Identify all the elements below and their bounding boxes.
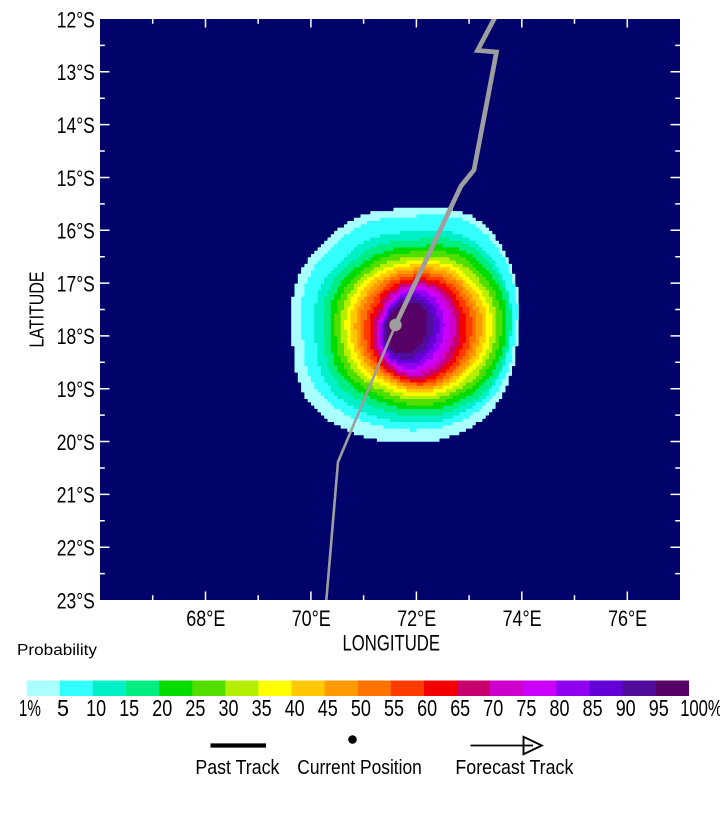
svg-text:85: 85 xyxy=(583,695,603,721)
svg-text:20: 20 xyxy=(152,695,172,721)
svg-text:72°E: 72°E xyxy=(397,606,436,631)
svg-text:80: 80 xyxy=(550,695,570,721)
svg-text:74°E: 74°E xyxy=(503,606,542,631)
svg-text:5: 5 xyxy=(57,695,69,721)
svg-text:Forecast Track: Forecast Track xyxy=(455,757,574,779)
svg-text:15°S: 15°S xyxy=(57,166,95,191)
svg-text:35: 35 xyxy=(252,695,272,721)
svg-text:LONGITUDE: LONGITUDE xyxy=(343,631,441,656)
svg-text:40: 40 xyxy=(285,695,305,721)
svg-text:LATITUDE: LATITUDE xyxy=(27,272,49,348)
svg-text:1%: 1% xyxy=(19,695,41,721)
svg-text:76°E: 76°E xyxy=(608,606,647,631)
svg-text:23°S: 23°S xyxy=(57,588,95,613)
svg-text:45: 45 xyxy=(318,695,338,721)
svg-text:25: 25 xyxy=(185,695,205,721)
svg-text:10: 10 xyxy=(86,695,106,721)
svg-text:30: 30 xyxy=(219,695,239,721)
svg-text:14°S: 14°S xyxy=(57,113,95,138)
svg-text:13°S: 13°S xyxy=(57,60,95,85)
svg-text:95: 95 xyxy=(649,695,669,721)
svg-text:100%: 100% xyxy=(680,695,720,721)
svg-text:12°S: 12°S xyxy=(57,7,95,32)
svg-text:90: 90 xyxy=(616,695,636,721)
svg-text:Probability: Probability xyxy=(17,642,97,659)
svg-text:20°S: 20°S xyxy=(57,430,95,455)
svg-text:15: 15 xyxy=(119,695,139,721)
svg-text:70°E: 70°E xyxy=(292,606,331,631)
svg-text:Past Track: Past Track xyxy=(195,757,280,779)
svg-text:68°E: 68°E xyxy=(186,606,225,631)
svg-text:19°S: 19°S xyxy=(57,377,95,402)
svg-text:50: 50 xyxy=(351,695,371,721)
svg-text:60: 60 xyxy=(417,695,437,721)
svg-text:75: 75 xyxy=(516,695,536,721)
svg-text:55: 55 xyxy=(384,695,404,721)
svg-text:21°S: 21°S xyxy=(57,483,95,508)
svg-text:17°S: 17°S xyxy=(57,271,95,296)
svg-text:22°S: 22°S xyxy=(57,536,95,561)
svg-text:70: 70 xyxy=(483,695,503,721)
svg-text:16°S: 16°S xyxy=(57,219,95,244)
svg-text:Current Position: Current Position xyxy=(297,757,422,779)
svg-text:18°S: 18°S xyxy=(57,324,95,349)
svg-text:65: 65 xyxy=(450,695,470,721)
